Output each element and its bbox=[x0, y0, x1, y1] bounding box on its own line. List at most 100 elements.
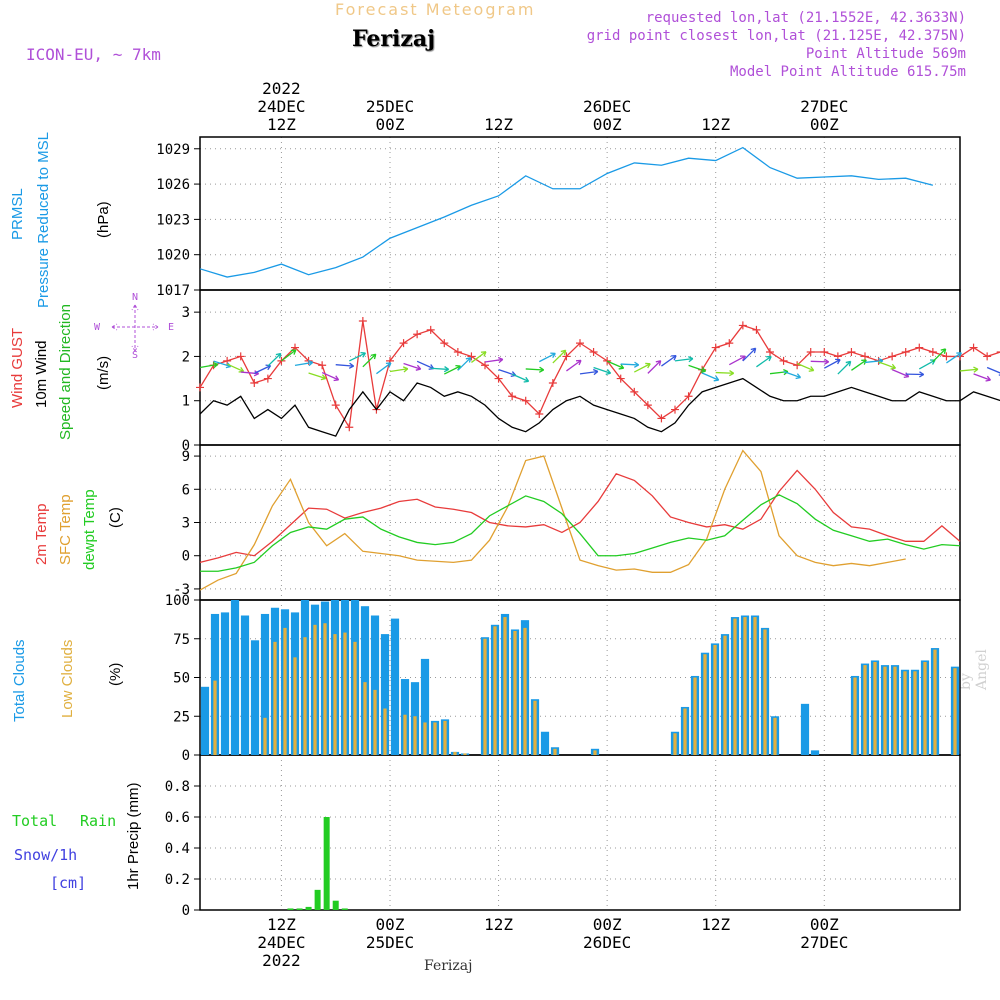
total-cloud-bar bbox=[230, 600, 240, 755]
direction-arrow bbox=[647, 360, 662, 374]
top-time-label: 12Z bbox=[701, 115, 730, 134]
direction-arrow-head bbox=[919, 371, 925, 378]
direction-arrow-head bbox=[985, 375, 991, 382]
direction-arrow bbox=[471, 351, 487, 363]
y-tick-label: 3 bbox=[182, 516, 190, 532]
low-cloud-bar bbox=[503, 617, 507, 755]
bottom-time-label: 12Z bbox=[484, 915, 513, 934]
total-cloud-bar bbox=[360, 606, 370, 755]
low-cloud-bar bbox=[553, 748, 557, 755]
low-cloud-bar bbox=[483, 638, 487, 755]
y-tick-label: 2 bbox=[182, 349, 190, 365]
direction-arrow bbox=[362, 353, 377, 368]
total-cloud-bar bbox=[260, 613, 270, 755]
compass-n: N bbox=[132, 292, 138, 303]
low-cloud-bar bbox=[853, 677, 857, 755]
gust-marker bbox=[223, 356, 232, 365]
low-cloud-bar bbox=[933, 649, 937, 755]
low-cloud-bar bbox=[513, 631, 517, 755]
direction-arrow-head bbox=[575, 359, 582, 366]
y-tick-label: 0 bbox=[182, 903, 190, 919]
product-title: Forecast Meteogram bbox=[335, 0, 536, 19]
direction-arrow bbox=[878, 361, 896, 369]
gust-marker bbox=[331, 401, 340, 410]
gust-marker bbox=[928, 348, 937, 356]
bottom-time-label: 24DEC bbox=[257, 933, 305, 952]
low-cloud-bar bbox=[373, 689, 377, 755]
gust-marker bbox=[766, 348, 774, 356]
low-cloud-bar bbox=[293, 657, 297, 755]
top-time-label: 12Z bbox=[267, 115, 296, 134]
low-cloud-bar bbox=[703, 654, 707, 755]
bottom-time-label: 12Z bbox=[267, 915, 296, 934]
gust-marker bbox=[616, 374, 625, 383]
direction-arrow-head bbox=[550, 352, 556, 359]
gust-marker bbox=[847, 348, 856, 356]
gust-marker bbox=[589, 348, 598, 356]
direction-arrow-head bbox=[645, 362, 651, 369]
gust-marker bbox=[806, 348, 815, 356]
direction-arrow-head bbox=[465, 357, 472, 363]
label-low-clouds: Low Clouds bbox=[59, 640, 76, 718]
gust-marker bbox=[521, 396, 530, 405]
direction-arrow bbox=[443, 365, 461, 375]
direction-arrow bbox=[457, 357, 472, 371]
total-cloud-bar bbox=[380, 634, 390, 755]
gust-marker bbox=[426, 325, 435, 334]
direction-arrow bbox=[973, 373, 991, 381]
low-cloud-bar bbox=[693, 677, 697, 755]
direction-arrow bbox=[620, 363, 639, 366]
gust-marker bbox=[969, 343, 978, 352]
y-tick-label: 1 bbox=[182, 394, 190, 410]
total-cloud-bar bbox=[540, 731, 550, 755]
rain-bar bbox=[314, 889, 321, 910]
gust-marker bbox=[684, 392, 693, 401]
direction-arrow bbox=[783, 370, 801, 379]
gust-marker bbox=[915, 343, 924, 352]
direction-arrow-head bbox=[370, 353, 377, 360]
direction-arrow-head bbox=[560, 349, 567, 356]
direction-arrow bbox=[688, 364, 706, 372]
low-cloud-bar bbox=[533, 700, 537, 755]
label-2m-temp: 2m Temp bbox=[33, 504, 50, 565]
total-cloud-bar bbox=[800, 703, 810, 755]
gust-marker bbox=[345, 423, 354, 432]
y-tick-label: 1029 bbox=[156, 142, 190, 158]
label-speed-direction: Speed and Direction bbox=[57, 304, 74, 440]
label-hpa: (hPa) bbox=[95, 201, 112, 238]
low-cloud-bar bbox=[683, 708, 687, 755]
total-cloud-bar bbox=[420, 658, 430, 755]
y-tick-label: 0 bbox=[182, 549, 190, 565]
low-cloud-bar bbox=[343, 632, 347, 755]
model-label: ICON-EU, ~ 7km bbox=[26, 45, 161, 64]
gust-marker bbox=[725, 339, 734, 348]
total-cloud-bar bbox=[250, 640, 260, 755]
panel-frame bbox=[199, 136, 961, 291]
bottom-time-label: 00Z bbox=[593, 915, 622, 934]
label-ms: (m/s) bbox=[95, 356, 112, 390]
model-altitude: Model Point Altitude 615.75m bbox=[729, 64, 966, 80]
low-cloud-bar bbox=[923, 662, 927, 755]
grid-point-coords: grid point closest lon,lat (21.125E, 42.… bbox=[586, 28, 966, 44]
direction-arrow bbox=[579, 370, 598, 375]
gust-marker bbox=[942, 352, 951, 361]
direction-arrow bbox=[321, 371, 339, 381]
compass-e: E bbox=[168, 322, 174, 333]
direction-arrow bbox=[633, 363, 651, 373]
label-wind-gust: Wind GUST bbox=[9, 328, 26, 408]
gust-marker bbox=[548, 379, 557, 387]
top-time-label: 26DEC bbox=[583, 97, 631, 116]
station-title: Ferizaj bbox=[352, 26, 436, 52]
direction-arrow-head bbox=[808, 366, 815, 372]
label-sfc-temp: SFC Temp bbox=[57, 494, 74, 565]
low-cloud-bar bbox=[713, 644, 717, 755]
gust-marker bbox=[467, 352, 476, 361]
y-tick-label: 0.2 bbox=[165, 872, 190, 888]
gust-marker bbox=[263, 374, 272, 383]
low-cloud-bar bbox=[523, 627, 527, 755]
low-cloud-bar bbox=[463, 753, 467, 755]
label-dewpt-temp: dewpt Temp bbox=[81, 489, 98, 570]
direction-arrow-head bbox=[333, 375, 340, 382]
direction-arrow-head bbox=[605, 369, 612, 375]
direction-arrow bbox=[226, 363, 244, 373]
